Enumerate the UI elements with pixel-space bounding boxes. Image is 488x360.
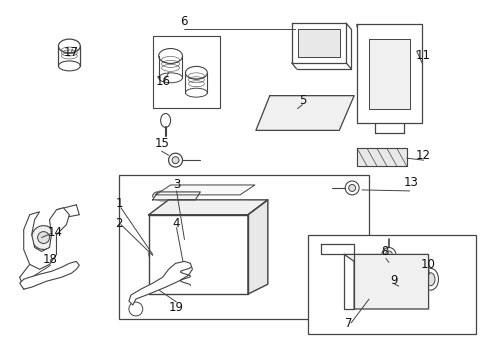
Text: 11: 11 (415, 49, 430, 63)
Polygon shape (344, 255, 427, 309)
Circle shape (148, 248, 161, 260)
Text: 2: 2 (115, 217, 122, 230)
Text: 9: 9 (389, 274, 397, 287)
Ellipse shape (158, 49, 182, 63)
Circle shape (151, 251, 158, 258)
Circle shape (183, 237, 187, 242)
Ellipse shape (158, 73, 182, 83)
Polygon shape (255, 96, 353, 130)
Bar (152, 36, 220, 108)
Circle shape (161, 249, 172, 260)
Polygon shape (356, 24, 421, 123)
Ellipse shape (59, 39, 80, 53)
Text: 13: 13 (403, 176, 417, 189)
Circle shape (172, 157, 179, 164)
Text: 4: 4 (172, 217, 180, 230)
Polygon shape (148, 200, 267, 215)
Ellipse shape (422, 268, 438, 290)
Ellipse shape (185, 66, 207, 79)
Circle shape (168, 153, 182, 167)
Bar (119, 175, 368, 319)
Ellipse shape (59, 61, 80, 71)
Text: 8: 8 (381, 245, 388, 258)
Text: 3: 3 (172, 179, 180, 192)
Circle shape (385, 251, 391, 258)
Text: 14: 14 (48, 226, 63, 239)
Polygon shape (297, 29, 340, 57)
Ellipse shape (178, 193, 188, 199)
Ellipse shape (425, 273, 434, 286)
Bar (307, 235, 475, 334)
Ellipse shape (161, 113, 170, 127)
Text: 10: 10 (420, 258, 435, 271)
Polygon shape (155, 185, 254, 195)
Polygon shape (247, 200, 267, 294)
Circle shape (163, 251, 169, 257)
Polygon shape (291, 23, 346, 63)
PathPatch shape (129, 261, 192, 305)
Text: 16: 16 (156, 75, 171, 88)
Circle shape (381, 247, 395, 261)
Polygon shape (148, 215, 247, 294)
Text: 5: 5 (298, 94, 305, 107)
Text: 15: 15 (154, 137, 169, 150)
Text: 1: 1 (115, 197, 122, 210)
Ellipse shape (156, 193, 168, 199)
Circle shape (348, 184, 355, 192)
Circle shape (32, 226, 55, 249)
Circle shape (394, 290, 402, 298)
PathPatch shape (20, 261, 79, 289)
Circle shape (390, 286, 406, 302)
Circle shape (345, 181, 358, 195)
Polygon shape (152, 192, 200, 200)
Text: 18: 18 (43, 253, 58, 266)
Text: 17: 17 (64, 46, 79, 59)
Polygon shape (321, 244, 353, 309)
Text: 12: 12 (415, 149, 430, 162)
Ellipse shape (185, 88, 207, 97)
Text: 19: 19 (169, 301, 183, 314)
Circle shape (129, 302, 142, 316)
Polygon shape (356, 148, 406, 166)
Circle shape (180, 235, 190, 244)
PathPatch shape (24, 208, 69, 269)
Text: 6: 6 (180, 15, 187, 28)
Text: 7: 7 (345, 318, 352, 330)
Circle shape (38, 231, 49, 243)
Polygon shape (368, 39, 409, 109)
Ellipse shape (152, 191, 172, 201)
Ellipse shape (174, 192, 192, 201)
